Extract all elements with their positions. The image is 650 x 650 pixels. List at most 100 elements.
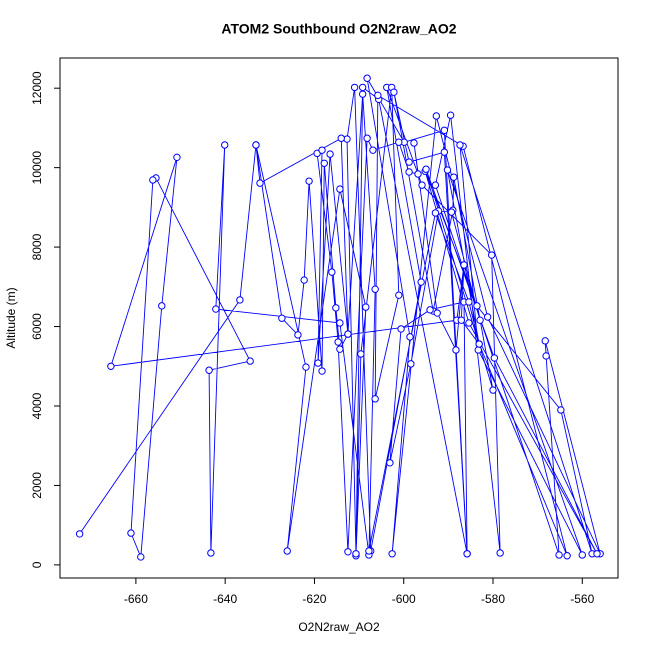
data-point [336, 185, 344, 193]
data-point [406, 333, 414, 341]
data-point [221, 141, 229, 149]
y-tick-label: 8000 [30, 233, 44, 260]
data-point [483, 313, 492, 321]
y-tick-label: 6000 [30, 313, 44, 340]
y-tick-label: 10000 [30, 151, 44, 185]
data-point [446, 111, 455, 119]
data-point [371, 285, 379, 293]
y-tick-label: 12000 [30, 71, 44, 105]
data-point [158, 302, 166, 310]
data-point [452, 346, 460, 354]
x-tick-label: -620 [302, 592, 326, 606]
data-point [388, 550, 396, 558]
data-point [278, 314, 286, 322]
data-point [107, 362, 115, 370]
data-point [371, 395, 379, 403]
data-point [390, 88, 398, 96]
data-point [557, 406, 565, 414]
data-point [314, 359, 322, 367]
data-point [336, 319, 344, 327]
data-point [246, 357, 254, 365]
data-point [447, 208, 456, 216]
data-point [127, 529, 135, 537]
chart-title: ATOM2 Southbound O2N2raw_AO2 [221, 21, 456, 37]
data-point [294, 331, 302, 339]
data-point [417, 278, 425, 286]
data-point [256, 179, 264, 187]
data-point [318, 146, 326, 154]
x-tick-label: -580 [481, 592, 505, 606]
data-point [432, 112, 441, 120]
data-point [137, 553, 145, 561]
data-point [352, 550, 360, 558]
data-point [473, 302, 481, 310]
data-point [563, 552, 571, 560]
data-point [490, 354, 499, 362]
data-point [395, 138, 403, 146]
data-point [433, 309, 441, 317]
x-tick-label: -560 [570, 592, 594, 606]
data-point [426, 306, 434, 314]
data-point [300, 276, 308, 284]
data-point [405, 158, 413, 166]
data-point [334, 338, 342, 346]
data-point [443, 166, 452, 174]
data-point [475, 340, 483, 348]
data-point [578, 551, 586, 559]
data-point [363, 134, 371, 142]
data-point [407, 360, 415, 368]
data-point [496, 549, 504, 557]
data-point [476, 316, 484, 324]
data-point [173, 153, 181, 162]
data-point [302, 363, 310, 371]
data-point [283, 547, 291, 555]
data-point [489, 386, 497, 394]
data-point [336, 345, 344, 353]
data-point [463, 550, 471, 558]
x-axis-label: O2N2raw_AO2 [298, 620, 380, 634]
x-tick-label: -600 [392, 592, 416, 606]
data-point [236, 296, 244, 304]
data-line [79, 78, 601, 558]
data-point [541, 337, 549, 345]
data-point [212, 305, 220, 313]
y-axis-label: Altitude (m) [4, 287, 18, 348]
data-point [207, 549, 215, 557]
data-point [465, 298, 473, 306]
data-point [440, 148, 449, 156]
data-point [358, 90, 367, 98]
data-point [344, 330, 352, 338]
plot-frame [59, 57, 619, 579]
data-point [332, 304, 340, 312]
data-point [369, 146, 377, 154]
data-point [474, 346, 482, 354]
data-point [365, 547, 373, 555]
data-point [374, 91, 382, 100]
data-point [358, 83, 367, 92]
data-point [431, 181, 440, 189]
data-point [362, 303, 370, 311]
data-point [149, 176, 157, 184]
data-point [357, 350, 365, 358]
y-tick-label: 4000 [30, 392, 44, 419]
data-point [395, 291, 403, 299]
data-point [456, 141, 464, 149]
data-point [75, 530, 84, 538]
data-point [457, 316, 466, 324]
x-tick-label: -660 [124, 592, 148, 606]
data-point [252, 141, 260, 149]
data-point [405, 168, 413, 176]
data-point [555, 551, 563, 559]
data-point [450, 173, 458, 181]
data-point [487, 251, 496, 259]
data-point [410, 139, 418, 147]
data-point [328, 268, 336, 276]
data-point [593, 550, 601, 558]
data-point [205, 366, 213, 374]
data-point [418, 181, 426, 189]
y-tick-label: 2000 [30, 472, 44, 499]
data-point [363, 74, 371, 82]
data-point [542, 352, 550, 360]
data-point [440, 126, 449, 134]
